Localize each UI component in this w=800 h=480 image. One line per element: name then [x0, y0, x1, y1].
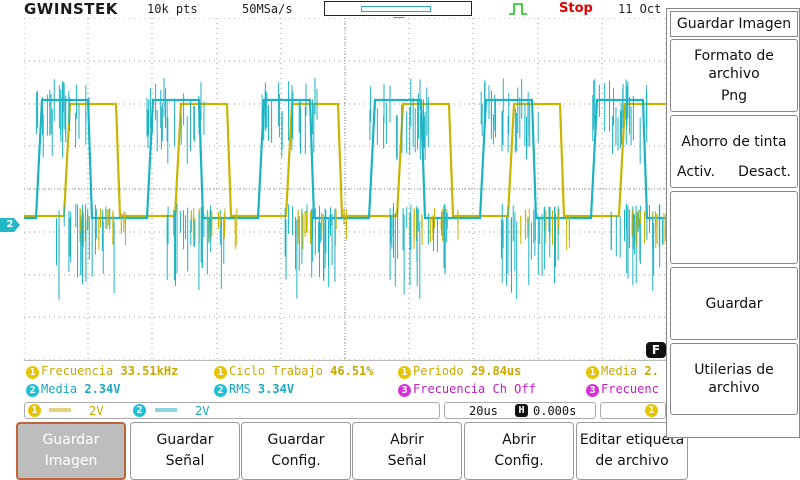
measure-period: 1 Periodo 29.84us	[398, 364, 521, 379]
file-format-value: Png	[721, 87, 747, 104]
ink-saver-on[interactable]: Activ.	[677, 164, 716, 180]
ch1-scale: 2V	[89, 404, 104, 418]
status-bar: GWINSTEK 10k pts 50MSa/s Stop 11 Oct	[0, 0, 666, 18]
memory-window	[361, 6, 431, 12]
trigger-settings[interactable]: 1	[600, 402, 666, 419]
ink-saver-toggle[interactable]: Ahorro de tinta Activ. Desact.	[670, 115, 798, 188]
softkey-save-image[interactable]: Guardar Imagen	[16, 422, 126, 480]
softkey-row: Guardar Imagen Guardar Señal Guardar Config…	[14, 422, 690, 480]
horizontal-position-icon: H	[515, 404, 528, 417]
channel-info-row: 1 ═══ 2V 2 ═══ 2V 20us H 0.000s 1	[24, 401, 666, 420]
ch1-coupling-icon: ═══	[49, 403, 71, 417]
measure-mean-ch2: 2 Media 2.34V	[26, 382, 120, 397]
graticule	[24, 18, 666, 360]
channel-settings[interactable]: 1 ═══ 2V 2 ═══ 2V	[24, 402, 440, 419]
measurement-panel: 1 Frecuencia 33.51kHz 1 Ciclo Trabajo 46.5…	[24, 360, 666, 400]
brand-logo: GWINSTEK	[24, 0, 118, 18]
softkey-save-waveform[interactable]: Guardar Señal	[130, 422, 240, 480]
softkey-edit-label[interactable]: Editar etiqueta de archivo	[576, 422, 688, 480]
waveform-display	[24, 18, 666, 360]
record-length: 10k pts	[147, 2, 198, 16]
empty-menu-button	[670, 191, 798, 264]
save-button[interactable]: Guardar	[670, 267, 798, 340]
softkey-recall-waveform[interactable]: Abrir Señal	[352, 422, 462, 480]
measure-rms: 2 RMS 3.34V	[214, 382, 294, 397]
sample-rate: 50MSa/s	[242, 2, 293, 16]
horizontal-position: 0.000s	[533, 404, 577, 418]
measure-frequency-ch3-b: 3 Frecuenc	[586, 382, 659, 397]
measure-frequency-ch3: 3 Frecuencia Ch Off	[398, 382, 536, 397]
ch2-scale: 2V	[195, 404, 210, 418]
side-menu: Guardar Imagen Formato de archivo Png Ah…	[666, 8, 800, 438]
timebase-scale: 20us	[469, 404, 498, 418]
ch1-badge: 1	[28, 404, 41, 417]
file-format-button[interactable]: Formato de archivo Png	[670, 39, 798, 112]
file-utilities-button[interactable]: Utilerias de archivo	[670, 343, 798, 415]
ch2-coupling-icon: ═══	[155, 403, 177, 417]
measure-frequency: 1 Frecuencia 33.51kHz	[26, 364, 178, 379]
measure-duty: 1 Ciclo Trabajo 46.51%	[214, 364, 374, 379]
ch2-badge: 2	[133, 404, 146, 417]
timebase-settings[interactable]: 20us H 0.000s	[444, 402, 596, 419]
date: 11 Oct	[618, 2, 662, 16]
measure-mean-ch1: 1 Media 2.	[586, 364, 659, 379]
memory-bar	[324, 1, 472, 16]
run-state: Stop	[559, 1, 593, 16]
softkey-save-setup[interactable]: Guardar Config.	[241, 422, 351, 480]
ink-saver-off[interactable]: Desact.	[738, 164, 791, 180]
trigger-edge-icon	[509, 3, 527, 15]
trigger-source-badge: 1	[645, 404, 658, 417]
ch2-trace	[24, 98, 666, 220]
filter-icon: F	[646, 342, 666, 358]
ch2-ground-marker: 2	[0, 218, 20, 232]
softkey-recall-setup[interactable]: Abrir Config.	[464, 422, 574, 480]
menu-title: Guardar Imagen	[670, 11, 798, 37]
